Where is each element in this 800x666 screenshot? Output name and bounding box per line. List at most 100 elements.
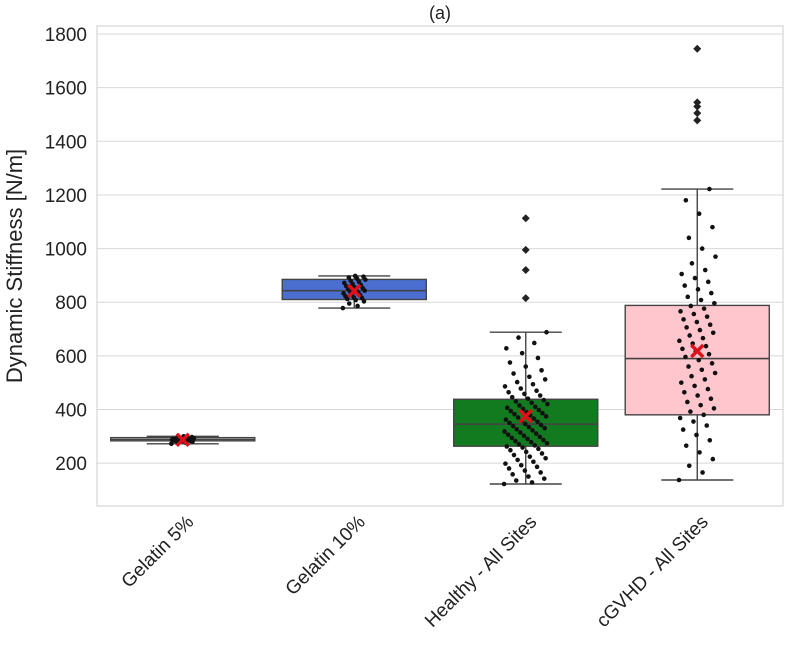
data-point	[697, 450, 702, 455]
data-point	[686, 463, 692, 469]
data-point	[711, 406, 717, 411]
data-point	[544, 440, 550, 446]
data-point	[531, 416, 537, 421]
data-point	[346, 301, 352, 306]
data-point	[541, 437, 546, 443]
data-point	[511, 371, 516, 376]
data-point	[709, 361, 715, 366]
outlier-marker	[693, 44, 702, 53]
data-point	[712, 300, 717, 306]
y-tick-label: 1000	[45, 240, 87, 261]
data-point	[678, 380, 684, 385]
data-point	[710, 456, 716, 462]
y-tick-label: 600	[55, 347, 87, 368]
data-point	[538, 422, 544, 428]
data-point	[686, 235, 692, 241]
data-point	[507, 360, 513, 365]
data-point	[340, 305, 346, 311]
data-point	[542, 377, 548, 382]
data-point	[346, 275, 352, 280]
y-tick-label: 1200	[45, 186, 87, 207]
y-tick-label: 1800	[45, 25, 87, 46]
data-point	[534, 388, 539, 393]
data-point	[530, 428, 535, 433]
data-point	[701, 306, 707, 311]
data-point	[540, 410, 545, 416]
data-point	[531, 459, 536, 465]
data-point	[541, 397, 547, 403]
boxes-layer	[110, 44, 770, 487]
data-point	[539, 451, 545, 456]
data-point	[526, 474, 531, 479]
data-point	[189, 434, 195, 440]
data-point	[516, 335, 521, 340]
box-group	[624, 44, 770, 483]
data-point	[683, 443, 689, 448]
data-point	[508, 447, 513, 453]
data-point	[525, 396, 531, 402]
data-point	[502, 384, 508, 389]
data-point	[682, 283, 688, 288]
data-point	[689, 261, 695, 266]
data-point	[520, 445, 525, 450]
grid-lines	[97, 33, 783, 464]
data-point	[710, 330, 716, 336]
data-point	[518, 386, 524, 391]
data-point	[681, 317, 686, 322]
data-point	[535, 419, 540, 425]
data-point	[701, 412, 707, 418]
data-point	[536, 446, 541, 452]
data-point	[361, 274, 366, 280]
box-group	[110, 432, 256, 447]
data-point	[700, 335, 706, 341]
chart-title: (a)	[429, 3, 451, 23]
outlier-marker	[521, 294, 530, 303]
data-point	[521, 433, 527, 439]
mean-marker	[690, 343, 705, 359]
data-point	[691, 419, 696, 424]
data-point	[507, 420, 512, 426]
data-point	[694, 432, 699, 438]
data-point	[697, 327, 703, 333]
data-point	[522, 391, 527, 397]
mean-marker	[347, 283, 362, 299]
data-point	[712, 370, 718, 376]
data-point	[526, 424, 532, 430]
data-point	[684, 325, 689, 330]
data-point	[679, 271, 684, 277]
data-point	[705, 279, 711, 285]
data-point	[501, 481, 507, 487]
data-point	[530, 381, 536, 387]
data-point	[511, 452, 517, 458]
data-point	[680, 427, 686, 432]
data-point	[509, 394, 515, 400]
data-point	[699, 246, 705, 251]
data-point	[707, 186, 712, 192]
data-point	[699, 367, 705, 373]
data-point	[676, 477, 682, 483]
data-point	[533, 431, 539, 436]
data-point	[695, 287, 701, 292]
data-point	[698, 297, 704, 303]
data-point	[677, 338, 682, 344]
data-point	[528, 439, 534, 445]
data-point	[703, 343, 709, 349]
data-point	[534, 464, 540, 470]
data-point	[355, 303, 360, 309]
data-point	[682, 390, 687, 395]
data-point	[713, 254, 718, 259]
data-point	[529, 480, 535, 485]
data-point	[543, 455, 548, 461]
data-point	[352, 273, 358, 279]
data-point	[710, 224, 715, 230]
data-point	[525, 436, 530, 442]
data-point	[696, 357, 702, 363]
data-point	[504, 405, 510, 411]
data-point	[696, 211, 702, 217]
data-point	[680, 346, 685, 352]
plot-area-frame	[96, 25, 784, 507]
data-point	[537, 393, 543, 398]
data-point	[539, 368, 544, 373]
data-point	[709, 290, 714, 296]
